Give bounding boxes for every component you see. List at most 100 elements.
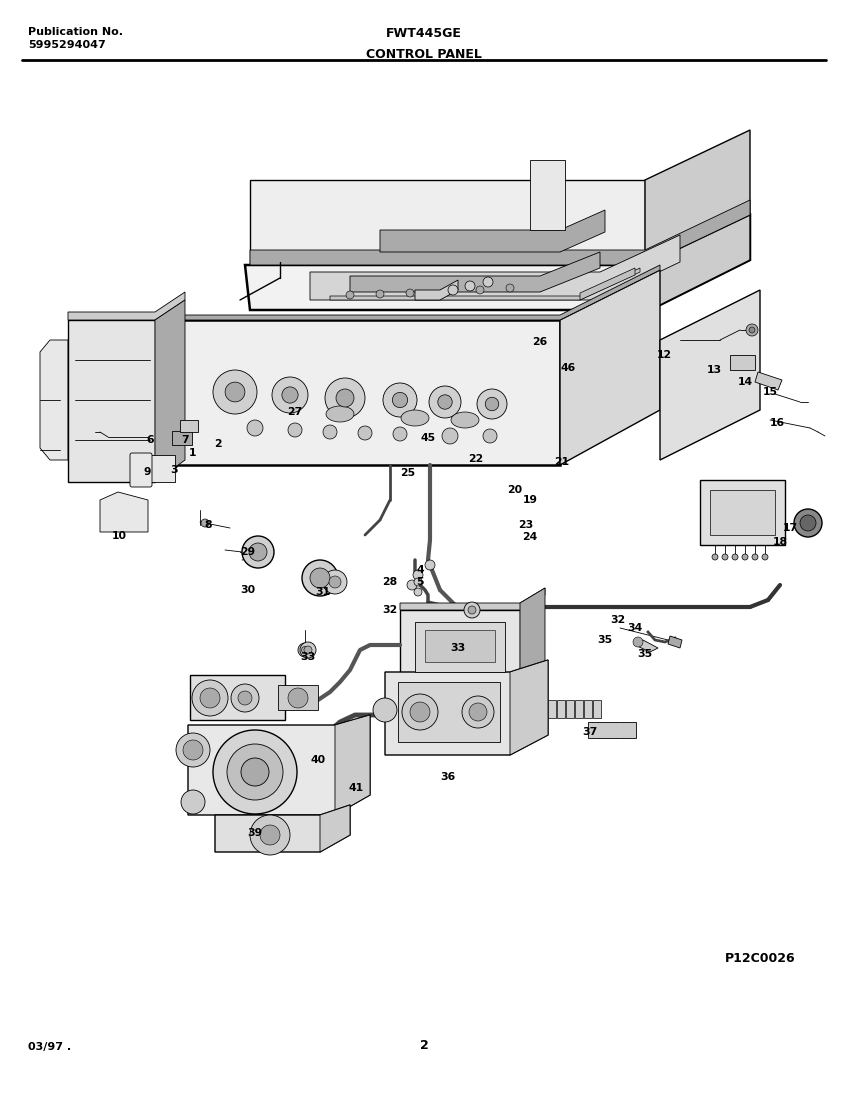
Circle shape (302, 560, 338, 596)
Text: 32: 32 (611, 615, 626, 625)
Polygon shape (520, 588, 545, 685)
Circle shape (373, 698, 397, 722)
Text: 30: 30 (241, 585, 255, 595)
Polygon shape (155, 320, 560, 465)
Text: 20: 20 (507, 485, 522, 495)
Circle shape (376, 290, 384, 298)
Polygon shape (188, 715, 370, 815)
Bar (557, 700, 565, 718)
Text: 40: 40 (310, 755, 326, 764)
Polygon shape (250, 200, 750, 265)
Polygon shape (330, 268, 640, 300)
Circle shape (712, 554, 718, 560)
Text: 7: 7 (181, 434, 189, 446)
Circle shape (323, 570, 347, 594)
Polygon shape (415, 280, 458, 300)
Text: 9: 9 (143, 468, 151, 477)
Circle shape (260, 825, 280, 845)
Circle shape (247, 420, 263, 436)
Circle shape (406, 289, 414, 297)
Circle shape (393, 427, 407, 441)
Polygon shape (155, 300, 185, 482)
Polygon shape (755, 372, 782, 390)
Text: FWT445GE: FWT445GE (386, 28, 462, 40)
Polygon shape (580, 268, 635, 300)
Circle shape (429, 386, 461, 418)
Text: 29: 29 (241, 547, 255, 557)
Circle shape (201, 519, 209, 527)
Text: 6: 6 (146, 434, 153, 446)
Circle shape (300, 642, 316, 658)
Circle shape (465, 280, 475, 292)
Text: 17: 17 (783, 522, 798, 534)
Text: 10: 10 (111, 531, 126, 541)
Circle shape (383, 383, 417, 417)
Circle shape (298, 644, 312, 657)
Bar (575, 700, 583, 718)
Text: Publication No.: Publication No. (28, 28, 123, 37)
Text: 31: 31 (315, 587, 331, 597)
Text: 18: 18 (773, 537, 788, 547)
Circle shape (249, 543, 267, 561)
Polygon shape (278, 685, 318, 710)
Circle shape (476, 286, 484, 294)
Text: 32: 32 (382, 605, 398, 615)
Circle shape (393, 393, 408, 408)
Text: 28: 28 (382, 578, 398, 587)
Text: 37: 37 (583, 727, 598, 737)
Circle shape (200, 688, 220, 708)
Circle shape (213, 370, 257, 414)
Circle shape (225, 382, 245, 402)
Circle shape (477, 389, 507, 419)
Text: 25: 25 (400, 468, 416, 478)
Text: 34: 34 (628, 623, 643, 632)
Bar (172, 431, 192, 446)
Circle shape (485, 397, 499, 410)
Text: CONTROL PANEL: CONTROL PANEL (366, 48, 482, 60)
Text: 23: 23 (518, 520, 533, 530)
Circle shape (762, 554, 768, 560)
Polygon shape (400, 588, 545, 610)
Text: 39: 39 (248, 828, 263, 838)
Bar (180, 420, 198, 432)
Circle shape (506, 284, 514, 292)
Circle shape (302, 647, 309, 653)
Circle shape (231, 684, 259, 712)
Text: 45: 45 (421, 433, 436, 443)
Text: 35: 35 (598, 635, 612, 645)
Text: 21: 21 (555, 456, 570, 468)
Polygon shape (660, 290, 760, 460)
Circle shape (323, 425, 337, 439)
Polygon shape (335, 715, 370, 815)
Bar (548, 700, 556, 718)
Text: 15: 15 (762, 387, 778, 397)
Circle shape (732, 554, 738, 560)
Circle shape (310, 568, 330, 588)
Circle shape (336, 389, 354, 407)
Polygon shape (645, 130, 750, 265)
Circle shape (800, 515, 816, 531)
Text: 36: 36 (440, 772, 455, 782)
Polygon shape (380, 210, 605, 252)
Bar (415, 621, 505, 672)
Polygon shape (400, 610, 520, 685)
Circle shape (483, 277, 493, 287)
Circle shape (346, 292, 354, 299)
Circle shape (425, 560, 435, 570)
Circle shape (438, 395, 452, 409)
Circle shape (181, 790, 205, 814)
Circle shape (242, 536, 274, 568)
Circle shape (794, 509, 822, 537)
Polygon shape (320, 805, 350, 852)
Circle shape (282, 387, 298, 403)
Text: 8: 8 (204, 520, 212, 530)
Bar (566, 700, 574, 718)
Text: 24: 24 (522, 532, 538, 542)
Polygon shape (635, 640, 658, 652)
Polygon shape (530, 160, 565, 230)
Bar (593, 700, 601, 718)
Bar (425, 630, 495, 662)
Polygon shape (730, 355, 755, 370)
Bar (584, 700, 592, 718)
Polygon shape (510, 660, 548, 755)
